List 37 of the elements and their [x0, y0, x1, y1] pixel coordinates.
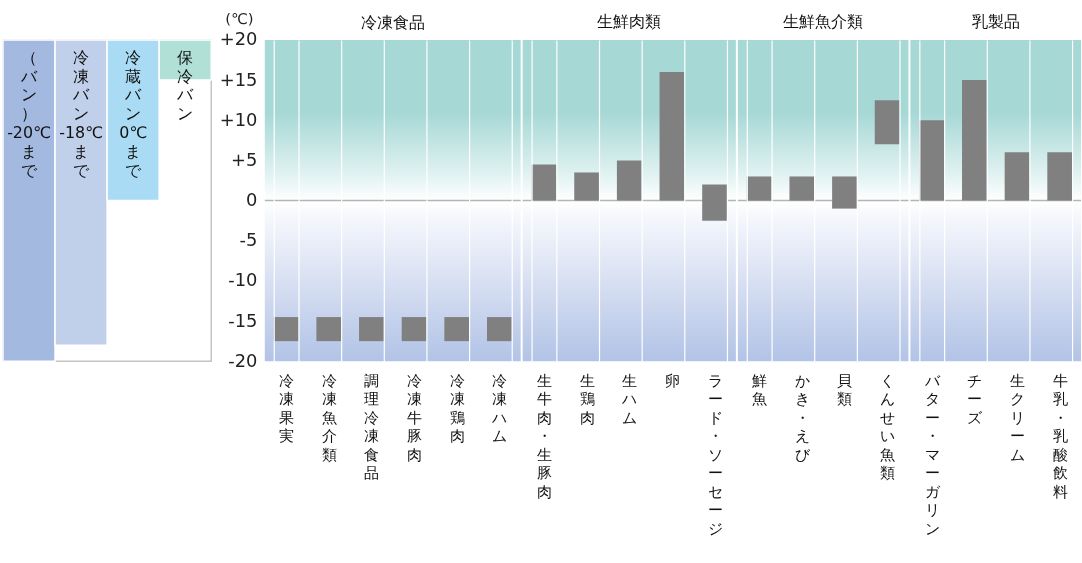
category-label: （バン）-20℃まで — [7, 47, 51, 180]
x-tick-label: くんせい魚類 — [880, 371, 896, 483]
category-label: バター・マーガリン — [924, 371, 940, 538]
y-tick-label: -15 — [228, 309, 258, 331]
x-tick-label: 冷凍牛豚肉 — [407, 371, 423, 464]
x-tick-label: 生ハム — [621, 371, 638, 427]
x-tick-label: 冷凍鶏肉 — [449, 371, 465, 446]
chart-title: 冷凍食品 — [360, 12, 425, 32]
y-tick-label: -5 — [239, 229, 258, 251]
x-tick-label: 生鶏肉 — [579, 371, 595, 427]
y-tick-label: -20 — [228, 349, 258, 371]
x-tick-label: 鮮魚 — [752, 371, 768, 409]
x-tick-label: 調理冷凍食品 — [364, 371, 380, 483]
y-tick-label: -10 — [228, 269, 258, 291]
category-label: 冷蔵バン0℃まで — [119, 47, 148, 180]
y-tick-label: 0 — [246, 189, 258, 211]
x-tick-label: 貝類 — [837, 371, 853, 409]
x-tick-label: 冷凍果実 — [279, 371, 295, 446]
y-tick-label: +5 — [231, 148, 258, 170]
chart-title: 乳製品 — [971, 12, 1020, 32]
y-tick-label: +10 — [219, 108, 258, 130]
y-tick-label: +20 — [219, 28, 258, 50]
x-tick-label: 冷凍魚介類 — [321, 371, 337, 464]
category-label: 保冷バン — [177, 47, 194, 124]
x-tick-label: 冷凍ハム — [491, 371, 508, 446]
y-axis-title: (℃) — [225, 9, 254, 28]
chart-title: 生鮮肉類 — [597, 12, 662, 32]
x-tick-label: 生牛肉・生豚肉 — [536, 371, 552, 501]
x-tick-label: 牛乳・乳酸飲料 — [1052, 371, 1068, 501]
y-tick-label: +15 — [219, 68, 258, 90]
chart-title: 生鮮魚介類 — [783, 12, 864, 32]
x-tick-label: 生クリーム — [1010, 371, 1026, 464]
x-tick-label: チーズ — [967, 371, 984, 427]
category-label: ラード・ソーセージ — [707, 371, 723, 538]
category-label: 冷凍バン-18℃まで — [59, 47, 103, 180]
x-tick-label: かき・えび — [794, 371, 811, 464]
x-tick-label: 卵 — [664, 371, 680, 390]
